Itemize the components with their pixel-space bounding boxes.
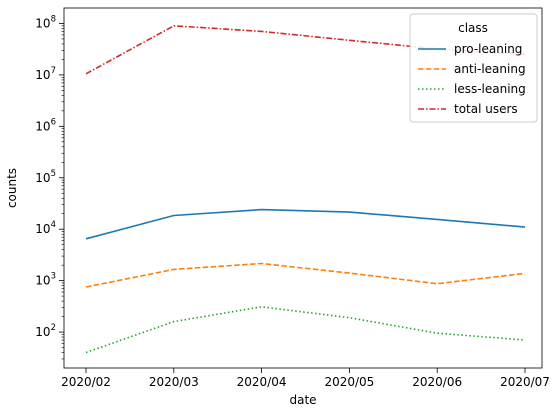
y-axis: 102 103 104 105 106 107 108 — [35, 14, 64, 360]
legend-label: anti-leaning — [454, 62, 526, 76]
x-tick-label: 2020/07 — [500, 375, 550, 389]
y-tick-exponent: 3 — [51, 272, 56, 282]
series-lines — [85, 24, 526, 354]
x-tick-label: 2020/02 — [61, 375, 111, 389]
legend: class pro-leaning anti-leaning less-leanin… — [409, 13, 538, 123]
x-tick-label: 2020/05 — [324, 375, 374, 389]
x-axis: 2020/02 2020/03 2020/04 2020/05 2020/06 2020/… — [61, 368, 550, 389]
x-tick-label: 2020/03 — [149, 375, 199, 389]
y-tick-label: 103 — [35, 272, 56, 288]
series-pro-leaning — [85, 208, 526, 240]
legend-label: pro-leaning — [454, 42, 522, 56]
y-tick-label: 106 — [35, 117, 56, 133]
y-tick-label: 105 — [35, 169, 56, 185]
y-tick-exponent: 5 — [51, 169, 56, 179]
y-tick-exponent: 4 — [51, 220, 56, 230]
legend-box — [409, 13, 538, 123]
y-tick-label: 102 — [35, 323, 56, 339]
x-tick-label: 2020/06 — [412, 375, 462, 389]
y-tick-label: 104 — [35, 220, 56, 236]
series-anti-leaning — [85, 262, 526, 288]
series-total-users — [85, 24, 526, 75]
y-tick-label: 107 — [35, 66, 56, 82]
x-axis-label: date — [289, 393, 316, 407]
y-tick-exponent: 7 — [51, 66, 56, 76]
x-tick-label: 2020/04 — [237, 375, 287, 389]
y-tick-exponent: 2 — [51, 323, 56, 333]
y-tick-label: 108 — [35, 14, 56, 30]
legend-label: less-leaning — [454, 82, 526, 96]
legend-title: class — [458, 21, 488, 35]
y-tick-exponent: 6 — [51, 117, 56, 127]
y-tick-exponent: 8 — [51, 14, 56, 24]
y-axis-label: counts — [5, 168, 19, 208]
legend-label: total users — [454, 102, 518, 116]
